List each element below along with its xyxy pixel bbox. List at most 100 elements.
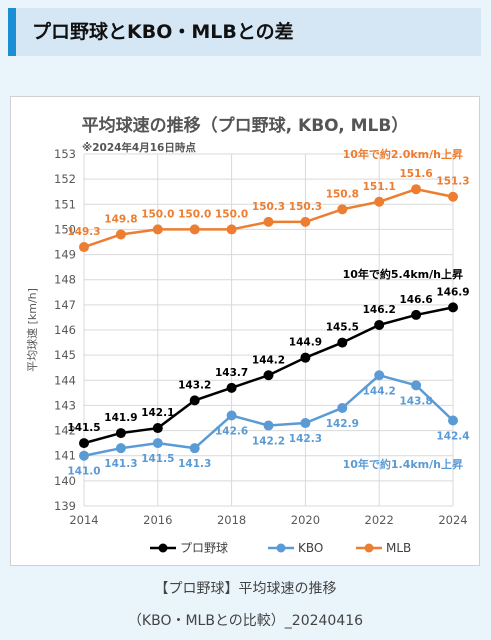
data-point-MLB	[263, 216, 274, 227]
data-label-プロ野球: 146.6	[399, 294, 432, 306]
data-label-プロ野球: 143.2	[178, 379, 211, 391]
data-point-プロ野球	[448, 302, 458, 313]
y-tick-label: 152	[54, 172, 76, 186]
legend-label-KBO: KBO	[298, 541, 323, 555]
annotation-1: 10年で約2.0km/h上昇	[343, 147, 463, 161]
legend-label-MLB: MLB	[386, 541, 411, 555]
y-tick-label: 149	[54, 248, 76, 262]
data-point-プロ野球	[300, 352, 311, 363]
chart-frame	[10, 96, 480, 566]
data-label-KBO: 142.3	[289, 433, 322, 445]
annotation-2: 10年で約5.4km/h上昇	[343, 267, 463, 281]
y-tick-label: 140	[54, 474, 76, 488]
data-point-MLB	[152, 224, 163, 235]
data-point-MLB	[79, 242, 89, 253]
data-point-MLB	[374, 196, 385, 207]
data-label-プロ野球: 146.2	[363, 304, 396, 316]
data-point-MLB	[226, 224, 237, 235]
data-label-プロ野球: 141.5	[67, 422, 100, 434]
data-point-MLB	[115, 229, 126, 240]
data-point-KBO	[152, 438, 163, 449]
data-label-MLB: 150.3	[252, 201, 285, 213]
data-point-MLB	[300, 216, 311, 227]
data-label-MLB: 150.0	[215, 208, 248, 220]
y-tick-label: 148	[54, 273, 76, 287]
y-tick-label: 145	[54, 348, 76, 362]
y-tick-label: 144	[54, 373, 76, 387]
header-accent-bar	[8, 8, 16, 56]
data-point-KBO	[411, 380, 422, 391]
data-point-KBO	[337, 402, 348, 413]
data-label-プロ野球: 141.9	[104, 412, 137, 424]
data-label-プロ野球: 143.7	[215, 367, 248, 379]
chart-panel: 平均球速の推移（プロ野球, KBO, MLB） ※2024年4月16日時点 139 1…	[10, 96, 480, 566]
data-label-MLB: 150.8	[326, 188, 359, 200]
x-tick-label: 2016	[143, 513, 172, 527]
data-label-MLB: 150.0	[178, 208, 211, 220]
data-point-KBO	[115, 443, 126, 454]
legend-marker-KBO	[276, 543, 286, 553]
data-label-MLB: 150.3	[289, 201, 322, 213]
data-label-プロ野球: 146.9	[436, 286, 469, 298]
data-point-KBO	[374, 370, 385, 381]
data-label-MLB: 149.3	[67, 226, 100, 238]
page-title: プロ野球とKBO・MLBとの差	[32, 21, 294, 43]
legend-marker-プロ野球	[158, 543, 168, 553]
data-point-プロ野球	[79, 438, 89, 449]
data-label-KBO: 142.9	[326, 418, 359, 430]
data-point-MLB	[189, 224, 200, 235]
data-label-プロ野球: 145.5	[326, 322, 359, 334]
data-label-KBO: 141.5	[141, 453, 174, 465]
data-label-KBO: 141.3	[178, 458, 211, 470]
data-label-KBO: 142.4	[436, 431, 469, 443]
data-label-KBO: 143.8	[399, 395, 432, 407]
data-label-プロ野球: 144.9	[289, 337, 322, 349]
annotation-3: 10年で約1.4km/h上昇	[343, 457, 463, 471]
legend-marker-MLB	[364, 543, 374, 553]
data-point-KBO	[448, 415, 458, 426]
data-point-KBO	[300, 418, 311, 429]
y-tick-label: 141	[54, 449, 76, 463]
data-point-プロ野球	[411, 309, 422, 320]
data-point-プロ野球	[189, 395, 200, 406]
data-point-プロ野球	[337, 337, 348, 348]
x-tick-label: 2018	[217, 513, 246, 527]
data-point-KBO	[226, 410, 237, 421]
data-label-KBO: 141.0	[67, 466, 100, 478]
data-label-プロ野球: 144.2	[252, 354, 285, 366]
chart-subtitle: ※2024年4月16日時点	[82, 141, 196, 154]
data-label-MLB: 151.1	[363, 181, 396, 193]
y-tick-label: 142	[54, 424, 76, 438]
x-tick-label: 2022	[365, 513, 394, 527]
data-label-MLB: 151.6	[399, 168, 432, 180]
x-tick-label: 2024	[438, 513, 467, 527]
data-label-MLB: 151.3	[436, 176, 469, 188]
data-point-KBO	[263, 420, 274, 431]
y-tick-label: 139	[54, 499, 76, 513]
line-chart: 平均球速の推移（プロ野球, KBO, MLB） ※2024年4月16日時点 139 1…	[10, 96, 480, 566]
y-tick-label: 147	[54, 298, 76, 312]
y-tick-label: 146	[54, 323, 76, 337]
x-tick-label: 2014	[69, 513, 98, 527]
caption-line-2: （KBO・MLBとの比較）_20240416	[127, 613, 364, 629]
caption-line-1: 【プロ野球】平均球速の推移	[154, 581, 337, 597]
data-label-MLB: 150.0	[141, 208, 174, 220]
legend-label-プロ野球: プロ野球	[180, 541, 228, 555]
data-label-KBO: 142.2	[252, 436, 285, 448]
data-point-プロ野球	[374, 319, 385, 330]
data-point-プロ野球	[263, 370, 274, 381]
data-point-KBO	[189, 443, 200, 454]
data-point-MLB	[337, 204, 348, 215]
x-tick-label: 2020	[291, 513, 320, 527]
y-axis-label: 平均球速 [km/h]	[25, 288, 39, 372]
page-header: プロ野球とKBO・MLBとの差	[8, 8, 481, 56]
chart-title: 平均球速の推移（プロ野球, KBO, MLB）	[82, 115, 409, 136]
data-label-KBO: 142.6	[215, 425, 248, 437]
data-point-プロ野球	[152, 423, 163, 434]
data-label-KBO: 144.2	[363, 385, 396, 397]
data-label-プロ野球: 142.1	[141, 407, 174, 419]
data-point-KBO	[79, 450, 89, 461]
y-tick-label: 151	[54, 197, 76, 211]
data-label-MLB: 149.8	[104, 213, 137, 225]
y-tick-label: 153	[54, 147, 76, 161]
